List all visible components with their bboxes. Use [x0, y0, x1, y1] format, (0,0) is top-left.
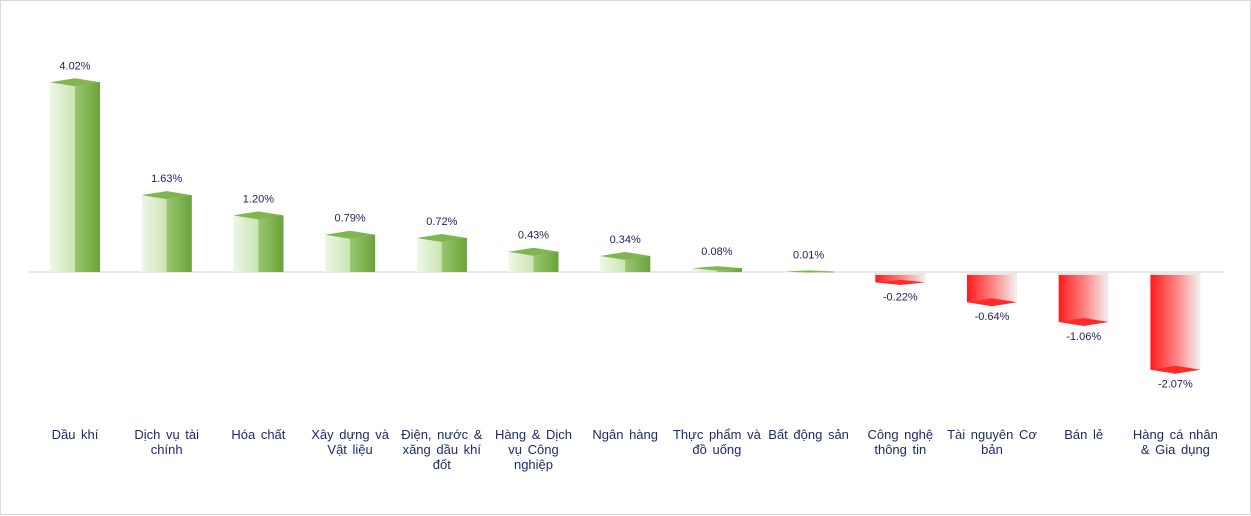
- data-label: -1.06%: [1066, 331, 1101, 343]
- bar: [1058, 272, 1109, 327]
- category-label: Dầu khí: [51, 427, 99, 442]
- category-label: Bán lẻ: [1064, 427, 1104, 442]
- bar: [416, 234, 467, 272]
- category-label: Công nghệ thông tin: [867, 427, 934, 457]
- category-label: Bất động sản: [768, 427, 849, 442]
- bar-top-face: [1058, 272, 1109, 275]
- category-label: Thực phẩm và đồ uống: [672, 427, 761, 457]
- data-label: -0.22%: [883, 291, 918, 303]
- bar: [50, 78, 100, 272]
- data-label: 0.72%: [426, 216, 457, 228]
- bar-side: [716, 268, 742, 272]
- category-label: Hàng & Dịch vụ Công nghiệp: [495, 427, 572, 472]
- bar-cap: [1058, 318, 1109, 327]
- bar: [508, 247, 559, 272]
- category-label: Hóa chất: [231, 427, 286, 442]
- bar-side: [166, 195, 192, 272]
- category-label: Hàng cá nhân & Gia dụng: [1132, 427, 1218, 457]
- bar-cap: [967, 298, 1017, 307]
- bar-cap: [875, 279, 926, 285]
- bar: [783, 270, 834, 273]
- bar: [1150, 272, 1201, 374]
- bar: [875, 272, 926, 285]
- bar: [691, 266, 742, 272]
- bar-side: [441, 238, 467, 272]
- bar: [141, 191, 192, 272]
- category-label: Điện, nước & xăng dầu khí đốt: [401, 427, 483, 472]
- bar-side: [625, 255, 651, 272]
- bar-top-face: [875, 272, 926, 275]
- bar-body: [875, 272, 926, 283]
- data-label: -2.07%: [1158, 379, 1193, 391]
- bar-side: [258, 215, 284, 272]
- bar-side: [533, 251, 559, 272]
- bar-top-face: [967, 272, 1017, 275]
- category-label: Tài nguyên Cơ bản: [947, 427, 1037, 457]
- data-label: 0.08%: [701, 246, 732, 258]
- bar-side: [350, 234, 376, 272]
- data-label: -0.64%: [975, 311, 1010, 323]
- data-label: 4.02%: [59, 60, 90, 72]
- data-label: 1.63%: [151, 173, 182, 185]
- data-label: 0.43%: [518, 230, 549, 242]
- bar-body: [1150, 272, 1201, 370]
- data-label: 0.79%: [334, 213, 365, 225]
- data-label: 0.34%: [610, 234, 641, 246]
- data-label: 0.01%: [793, 250, 824, 262]
- category-label: Ngân hàng: [592, 427, 658, 442]
- category-label: Xây dựng và Vật liệu: [311, 427, 389, 457]
- bar-body: [1058, 272, 1109, 323]
- category-label: Dịch vụ tài chính: [134, 427, 200, 457]
- bar-side: [808, 271, 834, 273]
- bar: [233, 211, 284, 272]
- bar-side: [75, 82, 100, 272]
- bar: [325, 230, 376, 272]
- bar-body: [967, 272, 1017, 303]
- bar-cap: [1150, 365, 1201, 374]
- data-label: 1.20%: [243, 193, 274, 205]
- bar-top-face: [1150, 272, 1201, 275]
- bar: [600, 251, 651, 272]
- bar: [967, 272, 1017, 307]
